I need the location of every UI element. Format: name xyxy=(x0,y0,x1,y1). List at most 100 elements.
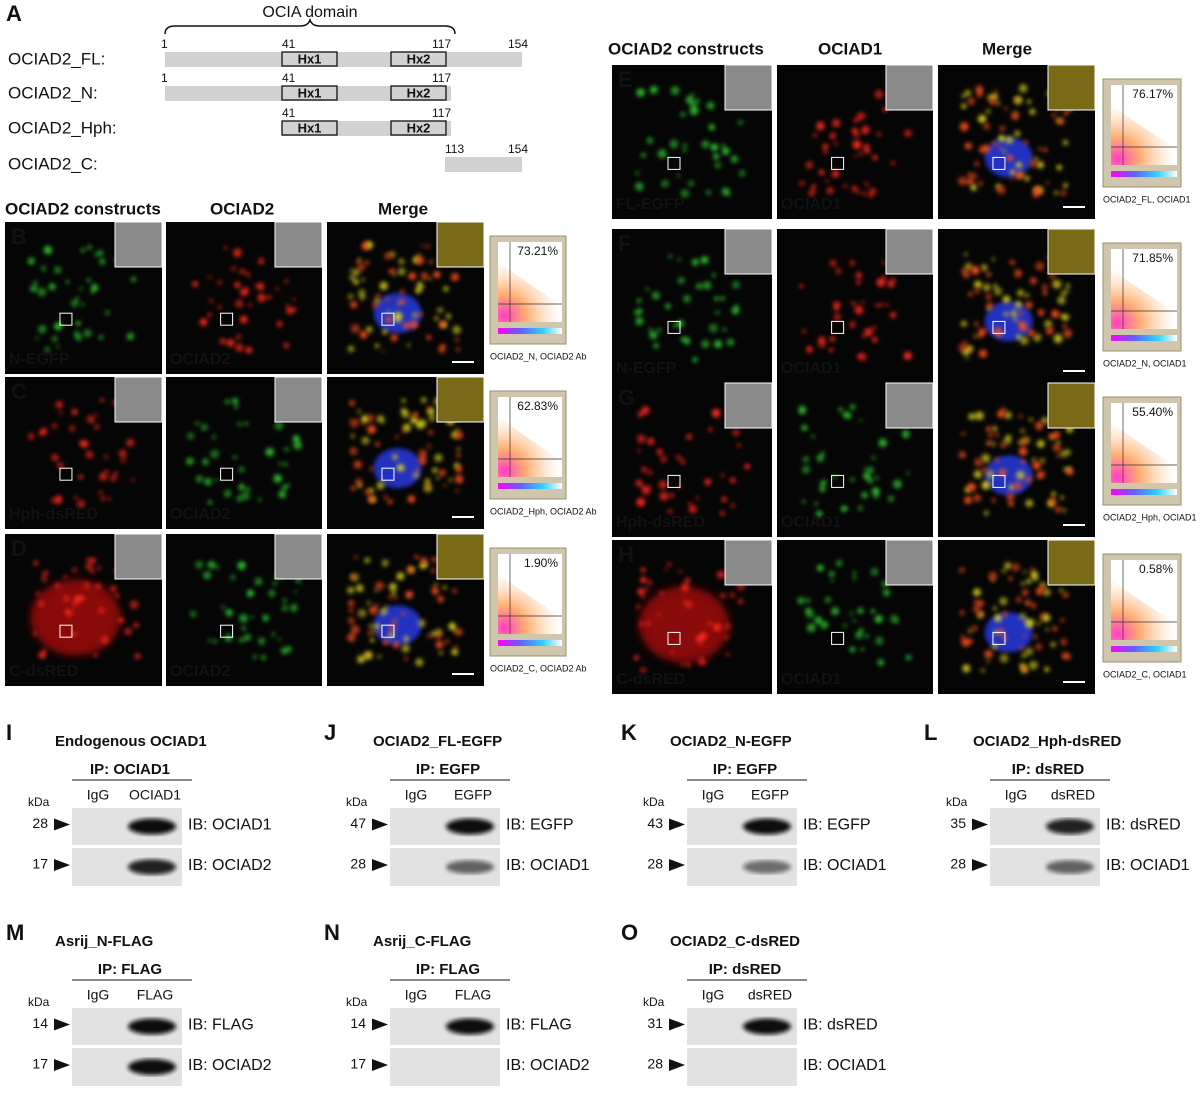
signal-dot xyxy=(646,137,654,144)
signal-dot xyxy=(1025,499,1034,508)
signal-dot xyxy=(701,140,710,149)
signal-dot xyxy=(721,147,730,156)
signal-dot xyxy=(824,596,832,604)
signal-dot xyxy=(1002,149,1007,154)
scatter-cloud xyxy=(1111,579,1175,640)
signal-dot xyxy=(403,635,409,641)
signal-dot xyxy=(670,86,680,95)
signal-dot xyxy=(220,604,226,610)
signal-dot xyxy=(392,454,398,460)
signal-dot xyxy=(1052,626,1058,632)
signal-dot xyxy=(415,658,424,667)
roi-box xyxy=(831,631,845,645)
blot-band xyxy=(743,818,791,835)
inset xyxy=(885,382,934,429)
signal-dot xyxy=(801,499,806,504)
signal-dot xyxy=(834,141,838,146)
signal-dot xyxy=(104,455,108,459)
signal-dot xyxy=(1061,290,1067,297)
signal-dot xyxy=(118,449,127,458)
signal-dot xyxy=(681,662,685,667)
signal-dot xyxy=(1001,610,1008,617)
signal-dot xyxy=(195,475,204,483)
signal-dot xyxy=(420,244,425,248)
signal xyxy=(635,406,751,516)
signal-dot xyxy=(659,491,669,501)
signal-dot xyxy=(280,647,288,655)
plot-caption: OCIAD2_N, OCIAD2 Ab xyxy=(490,351,587,361)
lut-bar xyxy=(498,483,562,489)
panel-letter: J xyxy=(324,720,336,745)
signal-dot xyxy=(737,119,744,125)
signal-dot xyxy=(348,599,355,607)
signal-dot xyxy=(861,491,868,499)
signal-dot xyxy=(367,631,372,636)
marker-arrow xyxy=(54,1018,70,1031)
signal-dot xyxy=(713,296,719,302)
signal-dot xyxy=(858,151,864,157)
signal-dot xyxy=(986,659,990,663)
micrograph xyxy=(5,221,163,374)
signal-dot xyxy=(1027,329,1036,337)
signal-dot xyxy=(968,346,973,352)
signal-dot xyxy=(1020,665,1027,672)
signal-dot xyxy=(214,478,219,482)
signal-dot xyxy=(440,343,446,350)
signal-dot xyxy=(860,647,865,652)
signal-dot xyxy=(1030,602,1037,609)
lut-bar xyxy=(1111,335,1177,341)
scatter-cloud xyxy=(1111,104,1175,165)
signal-dot xyxy=(665,303,671,310)
column-header: OCIAD2 constructs xyxy=(5,199,161,218)
lane-label: IgG xyxy=(1005,787,1028,803)
signal-dot xyxy=(120,458,126,463)
signal-dot xyxy=(367,425,376,434)
signal-dot xyxy=(678,569,682,573)
signal-dot xyxy=(395,434,399,439)
signal-dot xyxy=(347,345,355,353)
signal-dot xyxy=(1031,457,1036,462)
signal-dot xyxy=(1013,481,1023,491)
signal-dot xyxy=(874,475,879,480)
signal-dot xyxy=(401,611,406,616)
signal-dot xyxy=(208,275,212,279)
kda-value: 17 xyxy=(32,856,48,872)
signal-dot xyxy=(1024,293,1030,298)
kda-label: kDa xyxy=(346,995,368,1009)
helix-label: Hx1 xyxy=(298,120,322,135)
signal xyxy=(797,559,912,667)
signal-dot xyxy=(86,277,91,282)
colocalization-value: 55.40% xyxy=(1132,405,1173,419)
signal-dot xyxy=(238,483,245,491)
signal-dot xyxy=(375,603,379,607)
signal-dot xyxy=(967,638,974,645)
signal-dot xyxy=(219,338,227,345)
signal-dot xyxy=(806,623,816,633)
signal-dot xyxy=(855,271,863,279)
signal-dot xyxy=(801,329,807,334)
construct-bar xyxy=(445,157,522,172)
signal-dot xyxy=(265,447,275,457)
signal-dot xyxy=(285,303,289,308)
roi-box xyxy=(992,156,1006,170)
signal-dot xyxy=(645,287,650,292)
signal xyxy=(798,404,910,517)
signal-dot xyxy=(831,169,840,178)
signal-dot xyxy=(961,431,966,437)
signal-dot xyxy=(377,630,382,635)
micrograph xyxy=(327,533,485,686)
signal-dot xyxy=(76,499,86,509)
signal-dot xyxy=(1062,592,1069,598)
signal-dot xyxy=(1017,289,1024,297)
signal-dot xyxy=(244,421,249,426)
roi-box xyxy=(667,474,681,488)
signal-dot xyxy=(857,505,864,511)
signal-dot xyxy=(402,322,410,329)
signal-dot xyxy=(690,93,695,97)
signal-dot xyxy=(992,644,998,650)
signal-dot xyxy=(114,471,118,476)
signal-dot xyxy=(635,171,640,176)
signal-dot xyxy=(695,635,704,643)
signal-dot xyxy=(98,490,103,495)
colocalization-value: 76.17% xyxy=(1132,87,1173,101)
